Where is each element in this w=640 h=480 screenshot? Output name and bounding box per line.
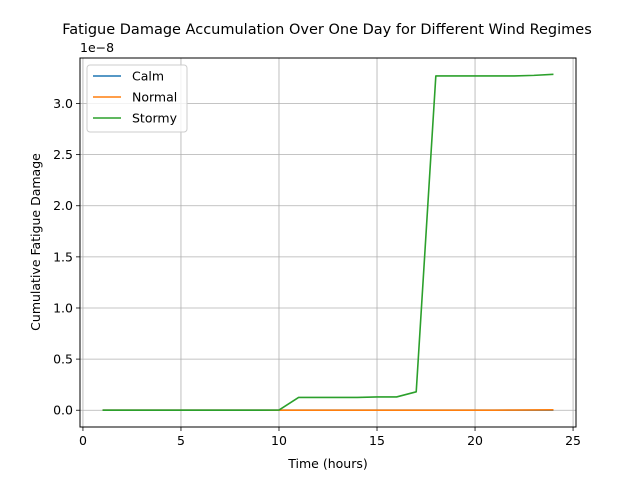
x-tick-label: 5 bbox=[177, 433, 185, 448]
x-axis-label: Time (hours) bbox=[287, 456, 367, 471]
x-tick-label: 20 bbox=[467, 433, 483, 448]
y-offset-label: 1e−8 bbox=[80, 40, 114, 55]
y-tick-label: 0.0 bbox=[53, 403, 73, 418]
x-axis: 0 5 10 15 20 25 bbox=[79, 427, 581, 448]
legend: Calm Normal Stormy bbox=[86, 64, 188, 133]
y-tick-label: 1.0 bbox=[53, 300, 73, 315]
series-lines bbox=[102, 73, 554, 412]
y-tick-label: 1.5 bbox=[53, 249, 73, 264]
y-tick-label: 2.5 bbox=[53, 147, 73, 162]
legend-box bbox=[86, 64, 188, 133]
x-tick-label: 10 bbox=[271, 433, 287, 448]
x-tick-label: 0 bbox=[79, 433, 87, 448]
x-tick-label: 25 bbox=[565, 433, 581, 448]
x-tick-label: 15 bbox=[369, 433, 385, 448]
legend-label-stormy: Stormy bbox=[132, 111, 178, 126]
y-axis: 0.0 0.5 1.0 1.5 2.0 2.5 3.0 bbox=[53, 96, 80, 418]
series-line-stormy bbox=[102, 73, 554, 412]
grid bbox=[80, 58, 576, 427]
legend-label-normal: Normal bbox=[132, 90, 177, 105]
legend-label-calm: Calm bbox=[132, 69, 164, 84]
chart-title: Fatigue Damage Accumulation Over One Day… bbox=[62, 22, 592, 38]
plot-frame bbox=[79, 57, 577, 428]
y-tick-label: 3.0 bbox=[53, 96, 73, 111]
y-tick-label: 0.5 bbox=[53, 352, 73, 367]
y-tick-label: 2.0 bbox=[53, 198, 73, 213]
y-axis-label: Cumulative Fatigue Damage bbox=[28, 153, 43, 331]
